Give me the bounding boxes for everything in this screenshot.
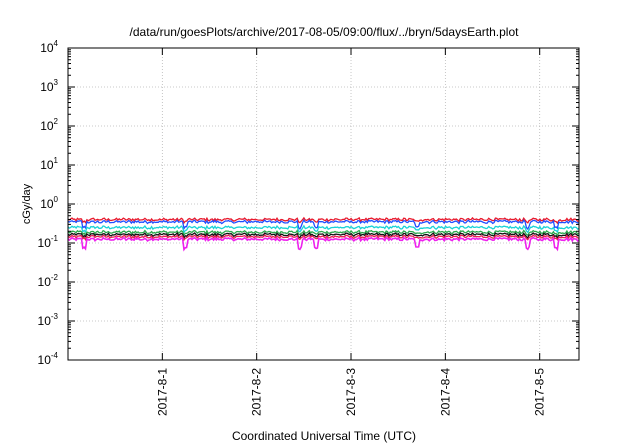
series-line — [67, 216, 580, 225]
y-tick-label: 10-1 — [38, 234, 59, 250]
y-tick-label: 10-4 — [38, 351, 59, 367]
x-tick-label: 2017-8-4 — [438, 368, 452, 416]
y-tick-exponent: 4 — [54, 39, 59, 48]
x-tick-label: 2017-8-1 — [155, 368, 169, 416]
y-tick-exponent: -3 — [51, 312, 59, 321]
series-line — [67, 235, 580, 252]
chart-title: /data/run/goesPlots/archive/2017-08-05/0… — [130, 25, 520, 39]
y-tick-label: 101 — [40, 156, 58, 172]
series-group — [67, 216, 580, 252]
y-axis-label: cGy/day — [21, 183, 33, 224]
y-tick-label: 103 — [40, 78, 58, 94]
y-tick-exponent: 0 — [54, 195, 59, 204]
series-line — [67, 219, 579, 231]
x-axis: 2017-8-1 2017-8-2 2017-8-3 2017-8-4 2017-8-5 — [155, 48, 547, 416]
series-line — [67, 231, 580, 240]
grid — [68, 48, 579, 360]
series-line — [67, 224, 580, 235]
y-tick-label: 102 — [40, 117, 58, 133]
y-tick-exponent: 2 — [54, 117, 59, 126]
y-tick-label: 104 — [40, 39, 58, 55]
y-tick-exponent: 3 — [54, 78, 59, 87]
series-line — [67, 229, 580, 237]
y-tick-exponent: -1 — [51, 234, 59, 243]
y-tick-exponent: 1 — [54, 156, 59, 165]
y-tick-label: 100 — [40, 195, 58, 211]
y-tick-exponent: -2 — [51, 273, 59, 282]
y-tick-exponent: -4 — [51, 351, 59, 360]
x-tick-label: 2017-8-5 — [533, 368, 547, 416]
x-tick-label: 2017-8-3 — [344, 368, 358, 416]
series-line — [67, 234, 580, 242]
y-tick-label: 10-3 — [38, 312, 59, 328]
y-tick-label: 10-2 — [38, 273, 59, 289]
x-tick-label: 2017-8-2 — [250, 368, 264, 416]
x-axis-label: Coordinated Universal Time (UTC) — [232, 429, 416, 443]
